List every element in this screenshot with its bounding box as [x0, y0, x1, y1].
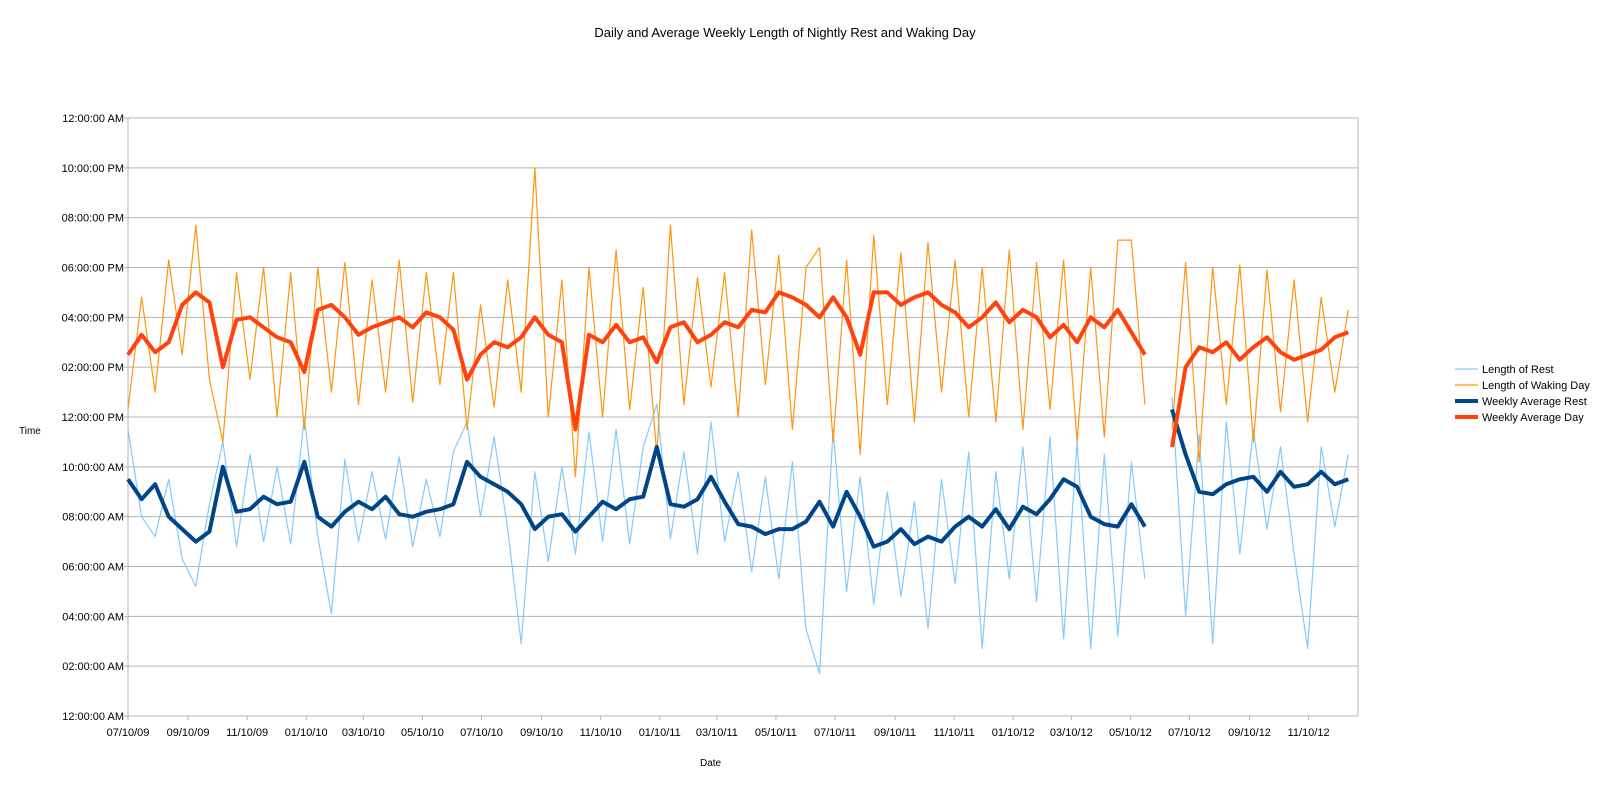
x-tick-label: 07/10/09 [107, 727, 150, 739]
series-length-of-rest [127, 397, 1349, 675]
x-tick-label: 09/10/11 [874, 727, 916, 739]
legend-label: Length of Rest [1482, 364, 1554, 376]
x-tick-label: 09/10/09 [167, 727, 210, 739]
x-tick-label: 09/10/12 [1228, 727, 1271, 739]
legend-item: Weekly Average Rest [1455, 396, 1587, 408]
y-tick-label: 08:00:00 AM [62, 512, 124, 524]
y-tick-label: 06:00:00 PM [62, 263, 124, 275]
x-tick-label: 05/10/11 [755, 727, 797, 739]
y-tick-label: 04:00:00 PM [62, 312, 124, 324]
x-tick-label: 01/10/12 [992, 727, 1035, 739]
series-weekly-average-day [126, 290, 1349, 448]
legend-label: Weekly Average Day [1482, 412, 1584, 424]
series-line [127, 167, 1349, 478]
x-tick-label: 07/10/11 [814, 727, 856, 739]
legend-item: Weekly Average Day [1455, 412, 1584, 424]
y-tick-label: 02:00:00 AM [62, 661, 124, 673]
y-tick-label: 12:00:00 PM [62, 412, 124, 424]
chart-title: Daily and Average Weekly Length of Night… [594, 25, 976, 40]
x-tick-label: 01/10/11 [639, 727, 681, 739]
y-tick-label: 10:00:00 AM [62, 462, 124, 474]
x-axis-label: Date [700, 758, 722, 769]
legend-label: Weekly Average Rest [1482, 396, 1587, 408]
gridlines [124, 117, 1359, 720]
x-tick-label: 03/10/11 [696, 727, 738, 739]
x-tick-label: 07/10/10 [460, 727, 503, 739]
x-tick-label: 07/10/12 [1168, 727, 1211, 739]
x-tick-label: 05/10/10 [401, 727, 444, 739]
y-tick-label: 02:00:00 PM [62, 362, 124, 374]
y-tick-label: 08:00:00 PM [62, 213, 124, 225]
y-axis-ticks: 12:00:00 AM 02:00:00 AM 04:00:00 AM 06:00:0… [62, 113, 124, 723]
legend-label: Length of Waking Day [1482, 380, 1590, 392]
series-weekly-average-rest [126, 408, 1349, 549]
y-tick-label: 06:00:00 AM [62, 562, 124, 574]
x-tick-label: 09/10/10 [520, 727, 563, 739]
x-tick-label: 03/10/10 [342, 727, 385, 739]
x-tick-label: 03/10/12 [1050, 727, 1093, 739]
y-tick-label: 10:00:00 PM [62, 163, 124, 175]
y-tick-label: 12:00:00 AM [62, 711, 124, 723]
x-tick-label: 01/10/10 [285, 727, 328, 739]
legend-item: Length of Waking Day [1455, 380, 1590, 392]
series-line [126, 290, 1349, 448]
x-axis-ticks: 07/10/09 09/10/09 11/10/09 01/10/10 03/10/10… [107, 716, 1330, 739]
x-tick-label: 11/10/12 [1288, 727, 1330, 739]
y-tick-label: 12:00:00 AM [62, 113, 124, 125]
legend-item: Length of Rest [1455, 364, 1554, 376]
series-line [126, 408, 1349, 549]
x-tick-label: 11/10/10 [580, 727, 622, 739]
series-length-of-waking-day [127, 167, 1349, 478]
x-tick-label: 11/10/09 [226, 727, 268, 739]
y-axis-label: Time [19, 426, 41, 437]
y-tick-label: 04:00:00 AM [62, 611, 124, 623]
series-lines [126, 167, 1349, 675]
x-tick-label: 11/10/11 [934, 727, 975, 739]
x-tick-label: 05/10/12 [1109, 727, 1152, 739]
legend: Length of Rest Length of Waking Day Weekly… [1455, 364, 1590, 424]
series-line [127, 397, 1349, 675]
